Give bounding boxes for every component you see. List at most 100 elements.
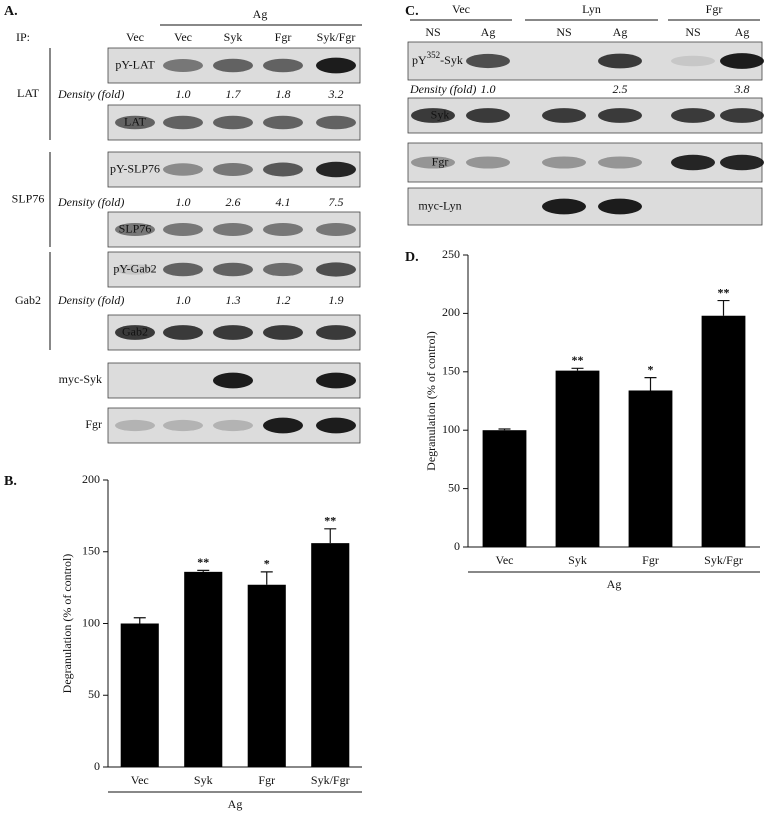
lane-group-label: Lyn xyxy=(582,2,601,16)
x-tick-label: Syk xyxy=(568,553,587,567)
band xyxy=(316,57,356,74)
lane-label: NS xyxy=(685,25,700,39)
bar xyxy=(311,543,350,767)
band xyxy=(263,262,303,277)
blot: LAT xyxy=(107,104,361,141)
band xyxy=(263,58,303,73)
blot-label: Syk xyxy=(431,107,450,121)
significance-label: * xyxy=(648,362,654,376)
band xyxy=(316,223,356,236)
band xyxy=(163,223,203,236)
band xyxy=(316,325,356,340)
x-tick-label: Fgr xyxy=(642,553,659,567)
lane-label: Fgr xyxy=(275,30,292,44)
band xyxy=(263,162,303,177)
density-label: Density (fold) xyxy=(57,195,124,209)
treatment-label: Ag xyxy=(253,7,268,21)
blot: pY-SLP76 xyxy=(107,151,361,188)
density-label: Density (fold) xyxy=(57,87,124,101)
lane-label: Ag xyxy=(481,25,496,39)
band xyxy=(213,262,253,277)
blot xyxy=(407,41,764,81)
error-bar xyxy=(498,428,511,431)
band xyxy=(263,325,303,340)
band xyxy=(598,156,642,169)
density-value: 1.7 xyxy=(226,87,242,101)
band xyxy=(411,156,455,169)
band xyxy=(411,108,455,123)
bar xyxy=(628,390,673,547)
panel-label: D. xyxy=(405,250,419,265)
band xyxy=(263,223,303,236)
band xyxy=(163,262,203,277)
blot-label: Fgr xyxy=(85,417,102,431)
y-tick-label: 50 xyxy=(88,687,100,701)
density-value: 1.8 xyxy=(276,87,291,101)
density-value: 1.0 xyxy=(481,82,496,96)
error-bar xyxy=(571,367,584,371)
error-bar xyxy=(133,617,146,624)
density-value: 1.3 xyxy=(226,293,241,307)
blot-label: myc-Syk xyxy=(59,372,102,386)
blot-label: LAT xyxy=(124,114,147,128)
y-axis-label: Degranulation (% of control) xyxy=(60,554,74,694)
band xyxy=(598,108,642,123)
lane-label: Ag xyxy=(613,25,628,39)
lane-label: Syk/Fgr xyxy=(317,30,356,44)
blot xyxy=(107,362,361,399)
lane-label: Syk xyxy=(224,30,243,44)
panel-label: C. xyxy=(405,4,419,19)
x-axis-label: Ag xyxy=(228,797,243,811)
band xyxy=(115,325,155,340)
y-tick-label: 100 xyxy=(442,422,460,436)
band xyxy=(542,108,586,123)
x-tick-label: Vec xyxy=(496,553,514,567)
lane-label: NS xyxy=(556,25,571,39)
band xyxy=(263,115,303,130)
blot: SLP76 xyxy=(107,211,361,248)
error-bar xyxy=(197,569,210,572)
x-tick-label: Syk/Fgr xyxy=(704,553,743,567)
blot-label: pY-Gab2 xyxy=(113,261,156,275)
density-label: Density (fold) xyxy=(409,82,476,96)
x-tick-label: Vec xyxy=(131,773,149,787)
density-label: Density (fold) xyxy=(57,293,124,307)
y-tick-label: 200 xyxy=(442,305,460,319)
blot-label: myc-Lyn xyxy=(418,198,461,212)
density-value: 1.0 xyxy=(176,195,191,209)
significance-label: * xyxy=(264,557,270,571)
density-value: 7.5 xyxy=(329,195,344,209)
y-tick-label: 250 xyxy=(442,247,460,261)
band xyxy=(466,53,510,69)
lane-group-label: Vec xyxy=(452,2,470,16)
band xyxy=(542,156,586,169)
ip-label: IP: xyxy=(16,30,30,44)
band xyxy=(316,372,356,389)
label-superscript: 352 xyxy=(427,50,441,60)
density-value: 2.5 xyxy=(613,82,628,96)
significance-label: ** xyxy=(572,353,584,367)
bar xyxy=(555,370,600,547)
blot xyxy=(407,142,764,183)
density-value: 2.6 xyxy=(226,195,241,209)
bar xyxy=(184,571,223,767)
band xyxy=(671,108,715,123)
band xyxy=(163,115,203,130)
band xyxy=(316,417,356,434)
bar xyxy=(482,430,527,547)
band xyxy=(263,417,303,434)
lane-label: Vec xyxy=(174,30,192,44)
band xyxy=(671,55,715,67)
band xyxy=(213,223,253,236)
blot xyxy=(407,97,764,134)
band xyxy=(213,419,253,432)
bar xyxy=(247,584,286,767)
group-label: Gab2 xyxy=(15,293,41,307)
density-value: 3.2 xyxy=(328,87,344,101)
panel-label: A. xyxy=(4,4,18,19)
bar xyxy=(120,623,159,767)
blot-label: Fgr xyxy=(432,154,449,168)
band xyxy=(720,108,764,123)
significance-label: ** xyxy=(324,514,336,528)
density-value: 1.0 xyxy=(176,293,191,307)
